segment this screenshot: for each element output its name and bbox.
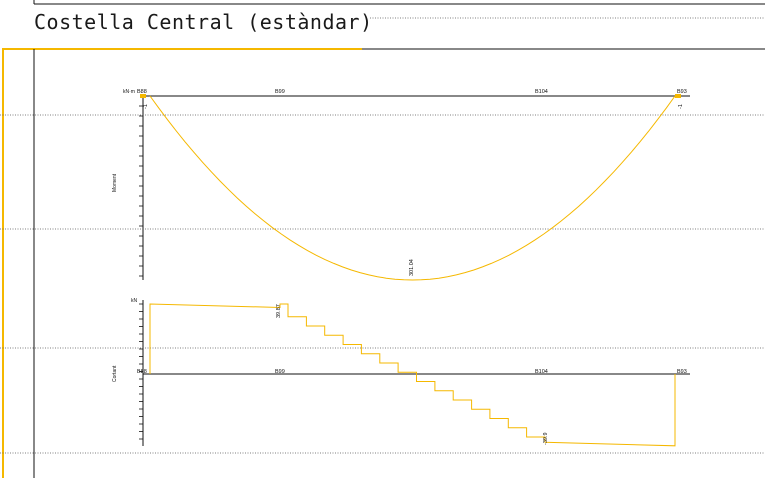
shear-node-b88: B88	[137, 369, 147, 375]
shear-diagram: Cortant kN B88 B99 B104 B93 39.87 -39.9	[112, 298, 690, 447]
shear-node-b99: B99	[275, 369, 285, 375]
moment-unit-label: kN·m	[123, 89, 135, 95]
moment-support-left	[140, 94, 146, 98]
shear-unit-label: kN	[131, 298, 138, 304]
shear-label-min: -39.9	[543, 432, 549, 445]
shear-label-max: 39.87	[276, 304, 282, 318]
moment-end-value-left: -1	[143, 104, 149, 109]
moment-node-b88: B88	[137, 89, 147, 95]
moment-diagram: Moment kN·m B88 B99 B104 B93 -1 -1 301.0…	[112, 89, 690, 281]
moment-node-b104: B104	[535, 89, 548, 95]
moment-support-right	[675, 94, 681, 98]
moment-node-b93: B93	[677, 89, 687, 95]
moment-curve	[149, 95, 676, 281]
moment-axis-caption: Moment	[112, 173, 118, 192]
shear-axis-ticks	[139, 303, 143, 440]
moment-end-value-right: -1	[678, 104, 684, 109]
frame-accent-line	[2, 48, 362, 478]
shear-node-b93: B93	[677, 369, 687, 375]
page-title: Costella Central (estàndar)	[34, 10, 373, 34]
shear-curve	[149, 303, 676, 447]
shear-axis-caption: Cortant	[112, 365, 118, 382]
moment-max-label: 301.04	[409, 259, 415, 276]
moment-axis-ticks	[139, 105, 143, 277]
shear-node-b104: B104	[535, 369, 548, 375]
moment-node-b99: B99	[275, 89, 285, 95]
